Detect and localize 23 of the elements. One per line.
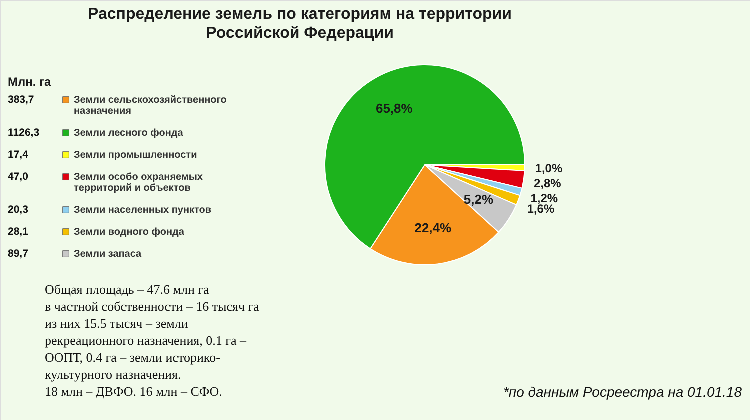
legend-title: Млн. га [8,75,52,89]
text: 20,3 [8,204,29,216]
legend-label: Земли особо охраняемых территорий и объектов [74,172,204,194]
data-label: 22,4% [414,220,452,236]
data-label: 65,8% [376,100,414,116]
data-label: 5,2% [464,192,494,207]
chart-title: Распределение земель по категориям на территории Российской Федерации [88,6,512,42]
legend-label: Земли запаса [74,249,142,260]
text: 47,0 [8,171,29,183]
text: 17,4 [8,149,29,161]
data-label: 1,0% [535,162,563,176]
text: 89,7 [8,248,29,260]
text: 28,1 [8,226,29,238]
text: 1126,3 [8,127,40,139]
legend-label: Земли водного фонда [74,227,185,238]
text: Общая площадь – 47.6 млн га в частной собственности – 16 тысяч га из них 15.5 тысяч – земли рекреационного назначения, 0.1 га – ООПТ, 0.4 га – земли историко- культурного назначения. 18 млн – ДВФО. 16 млн – СФО. [45,282,260,399]
text: *по данным Росреестра на 01.01.18 [503,384,742,400]
legend-label: Земли лесного фонда [74,128,184,139]
legend-label: Земли промышленности [74,150,198,161]
legend-label: Земли сельскохозяйственного назначения [74,95,227,117]
text: 383,7 [8,94,34,106]
data-label: 2,8% [534,176,562,190]
legend-label: Земли населенных пунктов [74,205,212,216]
